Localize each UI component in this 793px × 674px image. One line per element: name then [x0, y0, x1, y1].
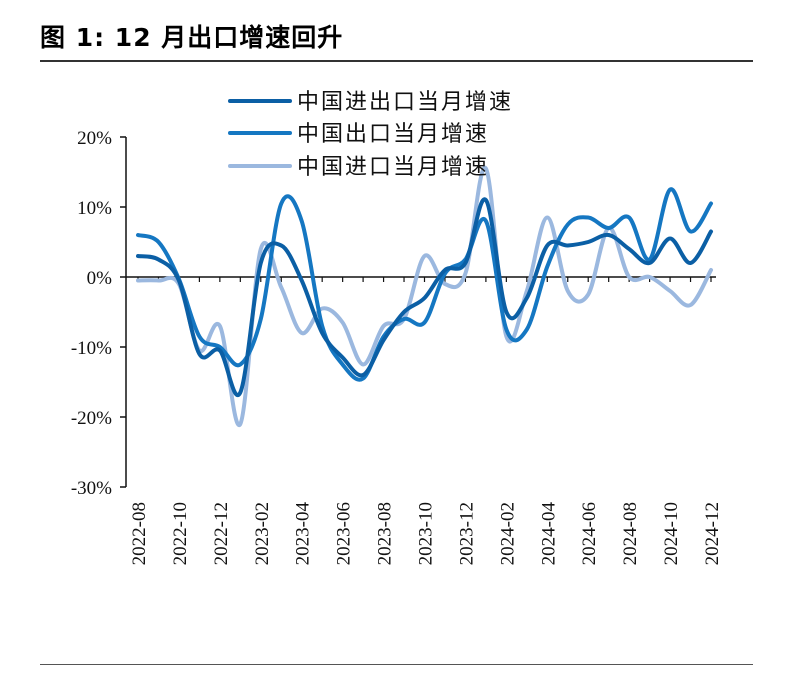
- chart-axes: -30% -20% -10% 0% 10% 20% 2022-08 2022-10 2022-1…: [71, 128, 723, 565]
- x-tick-label: 2024-08: [620, 502, 641, 565]
- y-tick-label: 20%: [77, 128, 112, 149]
- y-tick-label: -10%: [71, 338, 112, 359]
- x-tick-label: 2023-12: [456, 502, 477, 565]
- x-tick-label: 2023-06: [334, 502, 355, 565]
- x-tick-label: 2024-06: [579, 502, 600, 565]
- series-line-2: [136, 187, 713, 382]
- series-line-1: [136, 197, 713, 398]
- x-tick-label: 2023-10: [416, 502, 437, 565]
- x-tick-label: 2023-08: [375, 502, 396, 565]
- legend-label-2: 中国出口当月增速: [297, 122, 489, 147]
- x-tick-label: 2023-02: [252, 502, 273, 565]
- x-tick-label: 2024-10: [661, 502, 682, 565]
- y-tick-label: -30%: [71, 478, 112, 499]
- x-tick-label: 2024-12: [702, 502, 723, 565]
- x-tick-label: 2023-04: [293, 502, 314, 566]
- x-tick-label: 2022-08: [129, 502, 150, 565]
- top-rule: [40, 60, 753, 62]
- x-tick-label: 2022-12: [211, 502, 232, 565]
- y-tick-label: 10%: [77, 198, 112, 219]
- x-tick-label: 2024-02: [497, 502, 518, 565]
- x-tick-label: 2022-10: [170, 502, 191, 565]
- figure-title: 图 1: 12 月出口增速回升: [40, 23, 344, 52]
- legend-label-3: 中国进口当月增速: [297, 155, 489, 180]
- bottom-rule: [40, 664, 753, 665]
- y-tick-label: 0%: [87, 268, 113, 289]
- y-tick-label: -20%: [71, 408, 112, 429]
- chart-series: [136, 165, 713, 427]
- x-tick-label: 2024-04: [538, 502, 559, 566]
- legend-label-1: 中国进出口当月增速: [297, 90, 513, 115]
- series-line-3: [136, 165, 713, 427]
